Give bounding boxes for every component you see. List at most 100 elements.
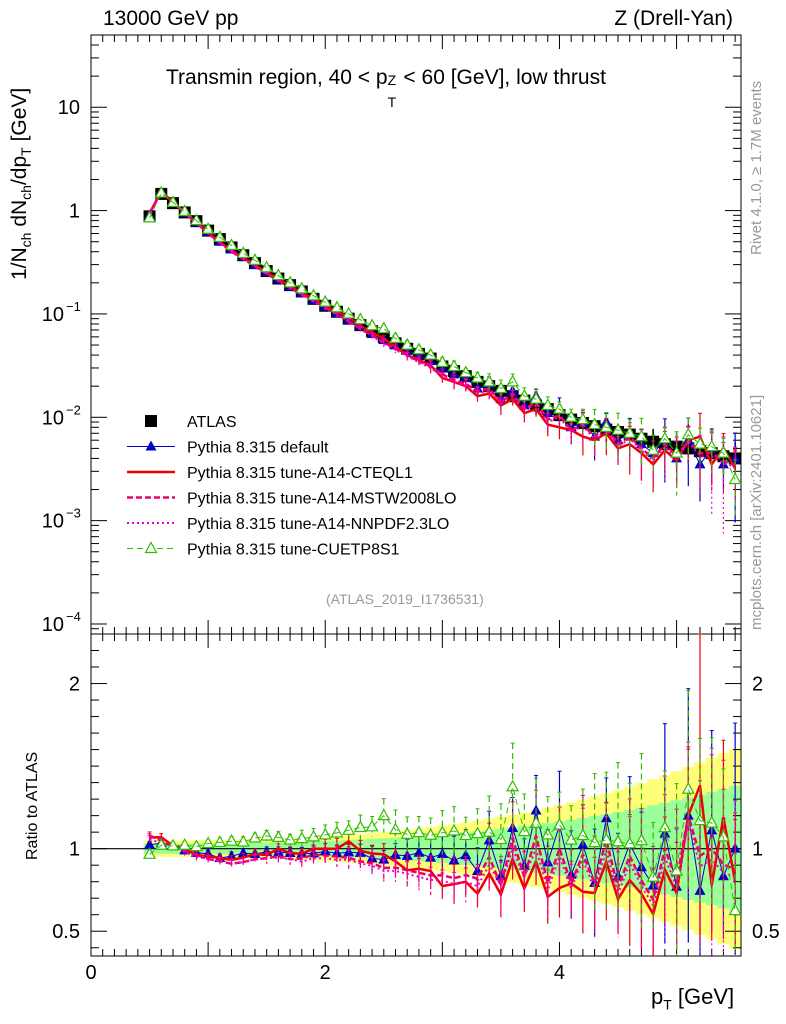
ratio-point (588, 835, 602, 848)
legend-label: Pythia 8.315 tune-A14-MSTW2008LO (187, 491, 456, 508)
ratio-point (201, 836, 215, 849)
ratio-point (377, 808, 391, 821)
data-point (564, 410, 578, 422)
legend-marker (144, 541, 158, 554)
ratio-point (307, 829, 321, 842)
ratio-point (634, 833, 648, 846)
ratio-point (248, 830, 262, 843)
ratio-point (470, 826, 485, 839)
ratio-y-axis-label: Ratio to ATLAS (24, 751, 41, 860)
legend-marker (145, 415, 157, 427)
ratio-y-tick-label: 2 (69, 674, 80, 696)
data-point (248, 253, 262, 265)
data-point (353, 312, 367, 325)
ratio-point (166, 838, 180, 851)
process-label: Z (Drell-Yan) (614, 7, 733, 30)
data-point (658, 431, 672, 444)
data-point (599, 420, 613, 432)
ratio-series-line (149, 821, 736, 909)
legend-label: Pythia 8.315 default (187, 440, 329, 457)
ratio-point (353, 820, 367, 833)
ratio-point (178, 837, 192, 850)
series-line (149, 192, 736, 480)
data-point (365, 318, 379, 331)
ratio-point (412, 825, 426, 838)
series-line (148, 189, 736, 466)
ratio-point (728, 903, 742, 916)
ratio-y-tick-label-right: 0.5 (752, 921, 780, 943)
data-point (693, 436, 707, 449)
y-tick-label: 10 (42, 304, 64, 326)
x-tick-label: 0 (85, 962, 96, 984)
data-point (517, 388, 531, 401)
data-point (588, 417, 602, 430)
ratio-point (260, 828, 274, 841)
y-tick-exponent: −2 (66, 402, 81, 417)
legend-marker (145, 440, 157, 451)
legend-label: Pythia 8.315 tune-A14-NNPDF2.3LO (187, 516, 449, 533)
y-tick-label: 10 (42, 407, 64, 429)
series-line (148, 190, 736, 468)
y-tick-label: 10 (42, 511, 64, 533)
ratio-point (447, 823, 461, 836)
legend-label: Pythia 8.315 tune-A14-CTEQL1 (187, 465, 413, 482)
data-point (541, 398, 555, 411)
collision-label: 13000 GeV pp (103, 7, 239, 30)
data-point (681, 427, 695, 440)
y-tick-exponent: −4 (66, 609, 81, 624)
ratio-y-tick-label: 0.5 (52, 921, 80, 943)
analysis-reference: (ATLAS_2019_I1736531) (326, 591, 484, 607)
ratio-series-cuetp8s1 (143, 690, 742, 956)
ratio-point (681, 781, 695, 794)
ratio-y-tick-label-right: 2 (752, 674, 763, 696)
data-point (201, 221, 215, 234)
ratio-point (506, 779, 520, 792)
ratio-plot-frame (90, 633, 742, 957)
ratio-point (388, 822, 403, 835)
data-point (670, 445, 684, 458)
main-y-axis-label: 1/Nch dNch/dpT [GeV] (8, 87, 35, 280)
ratio-point (144, 838, 156, 849)
x-tick-label: 2 (320, 962, 331, 984)
ratio-point (611, 834, 625, 847)
data-point (388, 331, 403, 343)
legend: ATLAS Pythia 8.315 default Pythia 8.315 tu… (127, 414, 456, 559)
ratio-series-line (149, 786, 736, 911)
main-series-cuetp8s1 (143, 185, 742, 516)
ratio-point (658, 820, 672, 833)
ratio-point (716, 829, 730, 842)
ratio-point (237, 847, 249, 858)
mcplots-credit-label: mcplots.cern.ch [arXiv:2401.10621] (748, 394, 765, 630)
ratio-point (225, 833, 239, 846)
ratio-point (143, 847, 157, 859)
ratio-point (271, 830, 285, 843)
ratio-point (552, 817, 566, 830)
legend-label: Pythia 8.315 tune-CUETP8S1 (187, 542, 400, 559)
data-point (283, 275, 297, 288)
data-point (178, 204, 192, 217)
x-axis-label: pT [GeV] (651, 984, 735, 1013)
data-point (260, 260, 274, 273)
series-line (148, 188, 737, 470)
data-point (154, 185, 168, 198)
ratio-y-tick-label-right: 1 (752, 839, 763, 861)
ratio-point (365, 819, 379, 832)
ratio-point (599, 832, 613, 845)
rivet-version-label: Rivet 4.1.0, ≥ 1.7M events (748, 80, 765, 255)
x-tick-label: 4 (554, 962, 565, 984)
series-line (149, 191, 736, 466)
ratio-point (295, 831, 309, 844)
ratio-point (213, 835, 227, 848)
ratio-y-tick-label: 1 (69, 839, 80, 861)
data-point (646, 442, 660, 455)
ratio-point (435, 825, 449, 838)
ratio-point (342, 823, 356, 835)
ratio-point (154, 838, 168, 850)
legend-label: ATLAS (187, 414, 237, 431)
ratio-point (318, 827, 332, 840)
y-tick-label: 1 (69, 201, 80, 223)
data-point (377, 321, 391, 334)
y-tick-label: 10 (58, 97, 80, 119)
